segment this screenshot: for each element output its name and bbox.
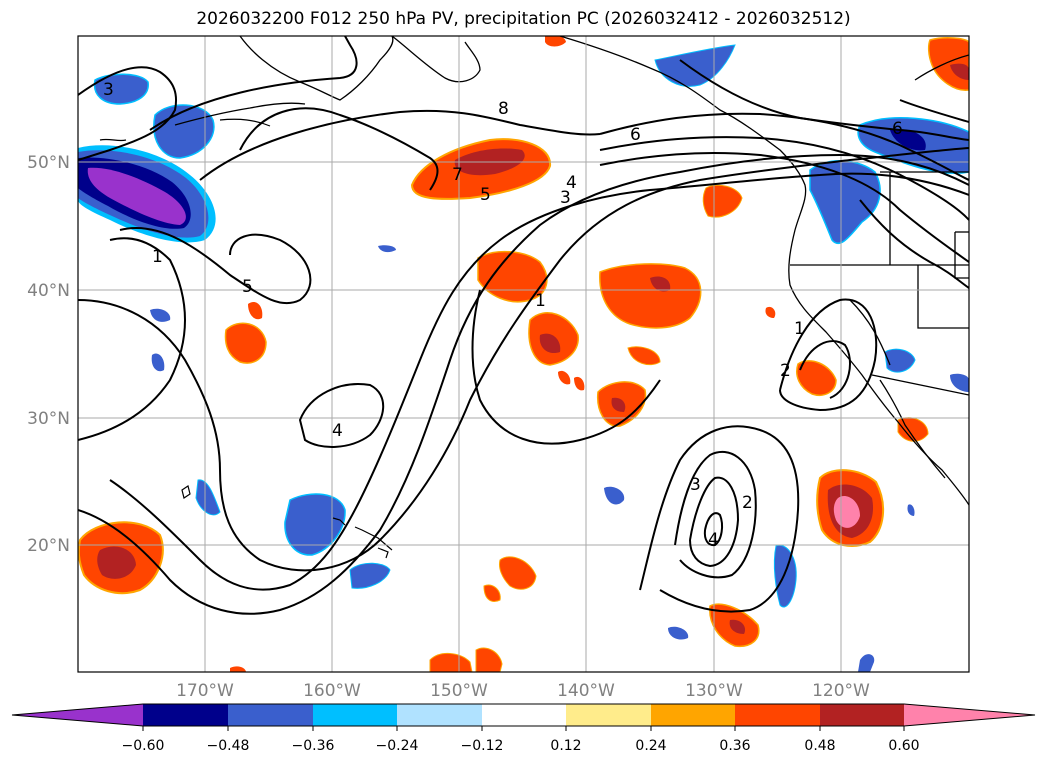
contour-label: 7 [452,165,463,185]
colorbar-tick-label: −0.24 [376,738,419,754]
latitude-labels: 50°N 40°N 30°N 20°N [27,153,70,556]
colorbar-tick-label: 0.60 [888,738,919,754]
contour-labels: 3 8 6 7 4 5 3 6 1 5 1 1 2 4 3 2 4 [103,80,903,550]
lat-label-50n: 50°N [27,153,70,173]
coastlines [174,36,969,506]
colorbar-tick-label: −0.36 [292,738,335,754]
colorbar: −0.60 −0.48 −0.36 −0.24 −0.12 0.12 0.24 … [11,703,1036,754]
contour-label: 2 [742,493,753,513]
lon-label-130w: 130°W [685,681,743,701]
colorbar-segment [313,704,397,726]
colorbar-segment [143,704,228,726]
map-panel: 3 8 6 7 4 5 3 6 1 5 1 1 2 4 3 2 4 [78,36,969,672]
contour-label: 8 [498,99,509,119]
contour-label: 4 [332,421,343,441]
colorbar-tick-label: −0.48 [207,738,250,754]
contour-label: 4 [708,530,719,550]
colorbar-segment [566,704,651,726]
colorbar-extend-max [904,704,1035,726]
colorbar-tick-label: 0.12 [550,738,581,754]
colorbar-tick-label: −0.12 [461,738,504,754]
colorbar-segment [228,704,313,726]
colorbar-tick-label: 0.48 [804,738,835,754]
lon-label-170w: 170°W [176,681,234,701]
contour-label: 3 [103,80,114,100]
lon-label-150w: 150°W [430,681,488,701]
colorbar-ticks [142,726,905,731]
colorbar-tick-label: −0.60 [122,738,165,754]
lat-label-30n: 30°N [27,409,70,429]
lat-label-40n: 40°N [27,281,70,301]
colorbar-segment [482,704,566,726]
contour-label: 1 [535,291,546,311]
contour-label: 1 [152,247,163,267]
contour-label: 6 [892,119,903,139]
colorbar-extend-min [12,704,143,726]
colorbar-segment [651,704,735,726]
map-frame [77,35,970,673]
positive-precip-areas [78,36,969,672]
lat-label-20n: 20°N [27,536,70,556]
lon-label-160w: 160°W [303,681,361,701]
contour-label: 3 [690,475,701,495]
contour-label: 5 [242,277,253,297]
colorbar-tick-label: 0.24 [635,738,666,754]
colorbar-segment [397,704,482,726]
contour-label: 6 [630,125,641,145]
colorbar-segment [820,704,904,726]
lon-label-140w: 140°W [557,681,615,701]
contour-label: 3 [560,188,571,208]
contour-label: 4 [566,173,577,193]
contour-label: 2 [780,361,791,381]
colorbar-tick-label: 0.36 [719,738,750,754]
lon-label-120w: 120°W [812,681,870,701]
colorbar-segment [735,704,820,726]
pv-contours [78,36,969,615]
longitude-labels: 170°W 160°W 150°W 140°W 130°W 120°W [176,681,870,701]
contour-label: 1 [794,319,805,339]
contour-label: 5 [480,185,491,205]
negative-precip-areas [78,44,969,672]
chart-title: 2026032200 F012 250 hPa PV, precipitatio… [196,9,851,29]
